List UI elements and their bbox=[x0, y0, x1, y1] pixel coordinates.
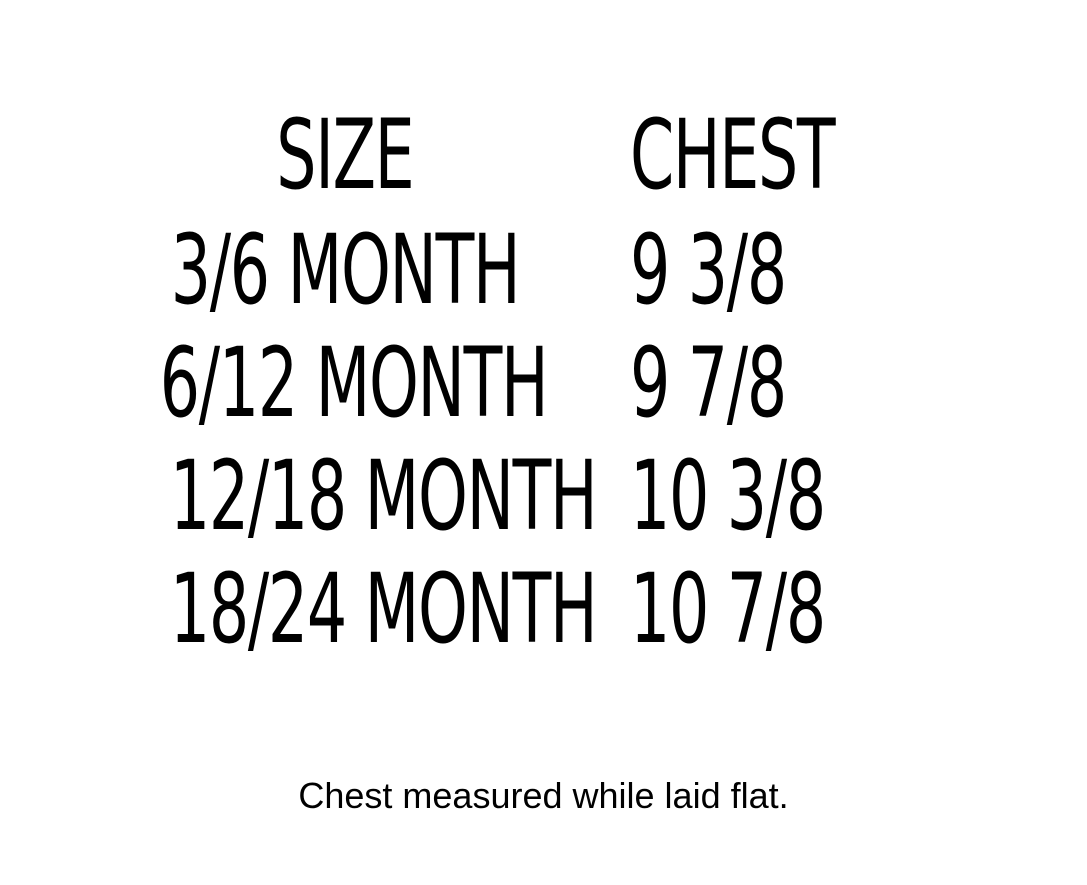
table-cell: 6/12 MONTH bbox=[60, 328, 630, 438]
table-cell: 9 3/8 bbox=[630, 215, 930, 325]
table-cell-text: 3/6 MONTH bbox=[170, 214, 521, 326]
table-cell-text: 6/12 MONTH bbox=[159, 327, 549, 439]
table-cell-text: 10 3/8 bbox=[630, 440, 826, 552]
table-cell-text: 10 7/8 bbox=[630, 553, 826, 665]
table-cell: 12/18 MONTH bbox=[60, 441, 630, 551]
table-cell: 10 7/8 bbox=[630, 554, 930, 664]
table-cell-text: 12/18 MONTH bbox=[169, 440, 598, 552]
table-cell-text: 9 7/8 bbox=[630, 327, 787, 439]
header-cell: CHEST bbox=[630, 100, 930, 210]
header-cell-text: SIZE bbox=[276, 99, 414, 211]
table-cell-text: 18/24 MONTH bbox=[169, 553, 598, 665]
header-cell: SIZE bbox=[60, 100, 630, 210]
table-cell: 10 3/8 bbox=[630, 441, 930, 551]
table-cell: 3/6 MONTH bbox=[60, 215, 630, 325]
table-cell-text: 9 3/8 bbox=[630, 214, 787, 326]
table-cell: 9 7/8 bbox=[630, 328, 930, 438]
footer-note: Chest measured while laid flat. bbox=[298, 775, 789, 816]
table-cell: 18/24 MONTH bbox=[60, 554, 630, 664]
header-cell-text: CHEST bbox=[630, 99, 836, 211]
